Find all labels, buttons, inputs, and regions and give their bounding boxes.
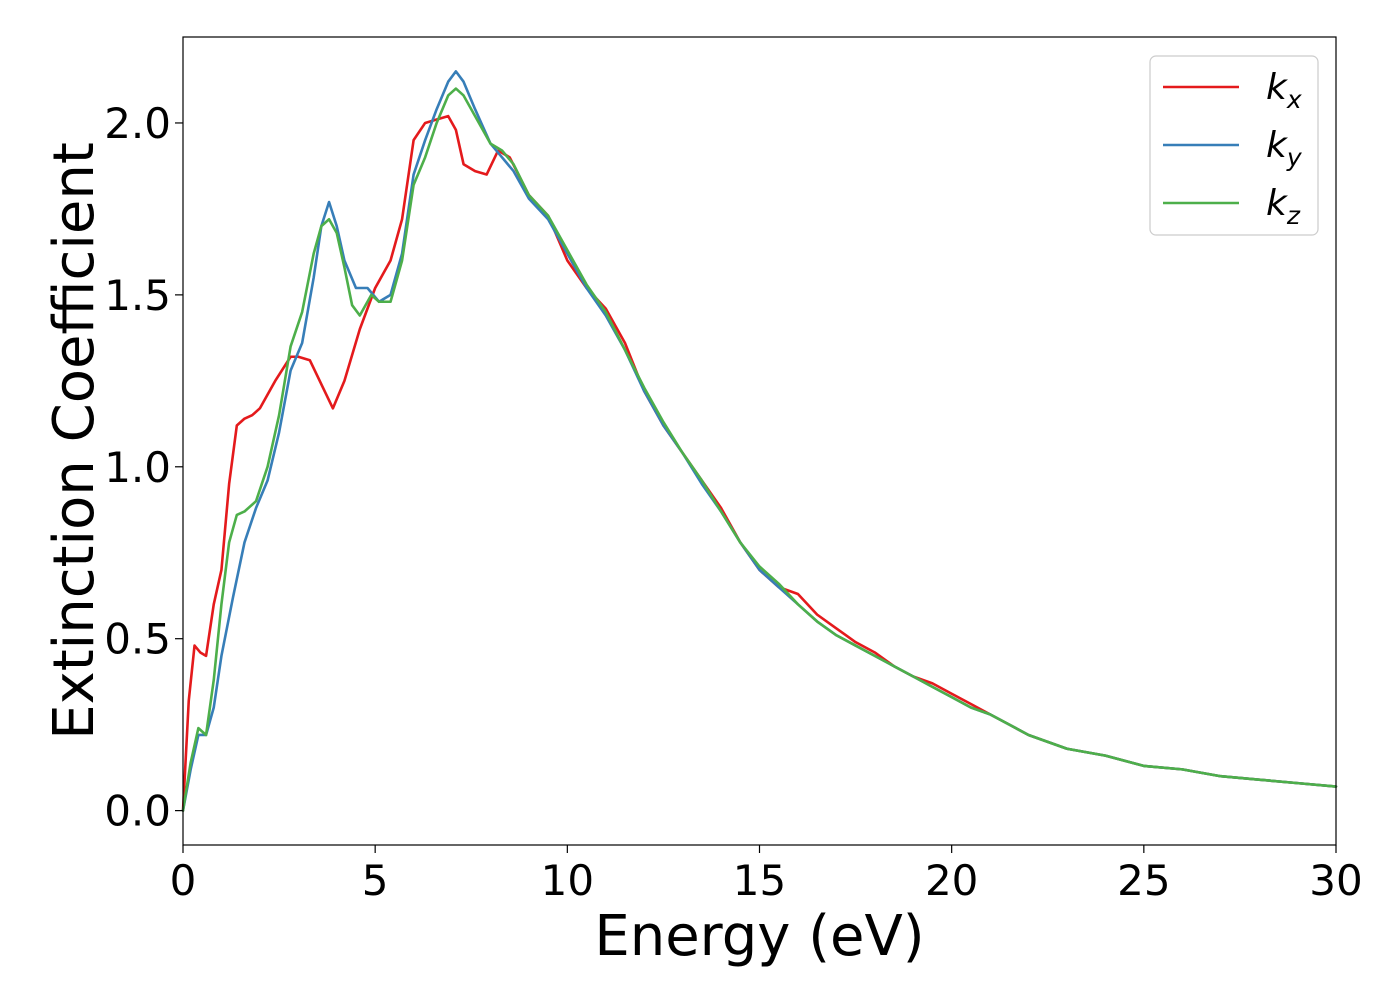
y-tick-label: 2.0 — [104, 99, 171, 148]
legend-label-subscript: y — [1286, 143, 1303, 172]
y-tick-label: 1.5 — [104, 271, 171, 320]
x-tick-label: 5 — [362, 856, 389, 905]
legend-label-x: kx — [1266, 67, 1302, 114]
y-tick-label: 1.0 — [104, 443, 171, 492]
x-tick-label: 15 — [733, 856, 786, 905]
legend-label-base: k — [1266, 67, 1289, 108]
x-tick-label: 10 — [541, 856, 594, 905]
y-axis-title: Extinction Coefficient — [42, 142, 107, 740]
legend-label-y: ky — [1266, 125, 1303, 172]
legend-label-base: k — [1266, 183, 1289, 224]
series-layer — [181, 70, 1338, 812]
y-tick-label: 0.0 — [104, 787, 171, 836]
legend-label-subscript: z — [1286, 201, 1301, 230]
y-tick-label: 0.5 — [104, 615, 171, 664]
series-line-z — [181, 87, 1338, 812]
y-axis: 0.0 0.5 1.0 1.5 2.0 — [104, 99, 183, 836]
x-axis: 0 5 10 15 20 25 30 — [170, 845, 1363, 905]
legend-label-z: kz — [1266, 183, 1301, 230]
legend-label-subscript: x — [1286, 85, 1302, 114]
x-tick-label: 0 — [170, 856, 197, 905]
x-tick-label: 30 — [1309, 856, 1362, 905]
x-tick-label: 25 — [1117, 856, 1170, 905]
x-axis-title: Energy (eV) — [594, 904, 924, 969]
legend-label-base: k — [1266, 125, 1289, 166]
x-tick-label: 20 — [925, 856, 978, 905]
